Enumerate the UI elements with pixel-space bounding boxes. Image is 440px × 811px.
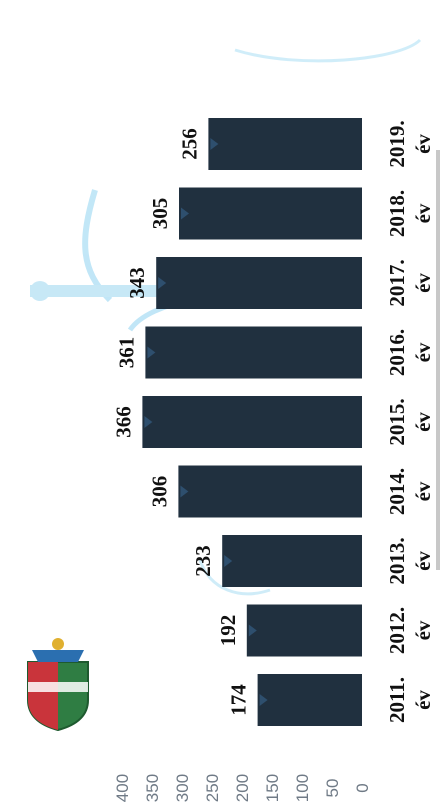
- y-tick-label: 100: [293, 774, 312, 802]
- bar-highlight: [210, 138, 219, 150]
- category-label-year: 2013.: [385, 537, 409, 584]
- data-label: 343: [125, 267, 149, 299]
- category-label-year: 2017.: [385, 259, 409, 306]
- data-label: 192: [216, 615, 240, 647]
- data-label: 361: [114, 337, 138, 369]
- category-label-year: 2011.: [385, 677, 409, 723]
- bar: [208, 118, 362, 170]
- category-label-year: 2016.: [385, 329, 409, 376]
- data-label: 174: [227, 684, 251, 716]
- bar-highlight: [259, 694, 268, 706]
- data-label: 366: [111, 406, 135, 438]
- bar-highlight: [248, 624, 257, 637]
- bar: [179, 187, 362, 240]
- category-label-unit: év: [411, 481, 435, 501]
- bar: [145, 326, 362, 379]
- bar: [142, 396, 362, 448]
- category-label-unit: év: [411, 203, 435, 223]
- y-tick-label: 250: [203, 774, 222, 802]
- bar-highlight: [224, 555, 233, 567]
- data-label: 256: [177, 128, 201, 160]
- category-label-unit: év: [411, 342, 435, 362]
- category-label-year: 2018.: [385, 190, 409, 237]
- bars-group: [142, 118, 362, 726]
- category-label-year: 2012.: [385, 607, 409, 654]
- bar-highlight: [181, 207, 189, 220]
- bar: [222, 535, 362, 587]
- data-labels-group: 174 192 233 306 366 361 343 305 256: [111, 128, 250, 716]
- y-tick-label: 300: [173, 774, 192, 802]
- category-label-unit: év: [411, 551, 435, 571]
- y-tick-label: 0: [353, 783, 372, 792]
- title-banner: [436, 150, 440, 570]
- category-label-unit: év: [411, 690, 435, 710]
- category-label-year: 2019.: [385, 120, 409, 167]
- category-label-unit: év: [411, 412, 435, 432]
- data-label: 233: [191, 545, 215, 577]
- y-tick-label: 400: [113, 774, 132, 802]
- category-label-unit: év: [411, 134, 435, 154]
- category-label-year: 2014.: [385, 468, 409, 515]
- bar: [178, 465, 362, 518]
- y-tick-label: 350: [143, 774, 162, 802]
- y-tick-label: 200: [233, 774, 252, 802]
- town-crest-emblem: [27, 638, 89, 732]
- data-label: 306: [147, 476, 171, 508]
- value-axis: 0 50 100 150 200 250 300 350 400: [113, 774, 372, 802]
- y-tick-label: 150: [263, 774, 282, 802]
- data-label: 305: [148, 198, 172, 230]
- bar-highlight: [147, 346, 156, 359]
- y-tick-label: 50: [323, 779, 342, 798]
- category-label-unit: év: [411, 273, 435, 293]
- category-label-year: 2015.: [385, 398, 409, 445]
- bar-highlight: [180, 485, 189, 498]
- bar: [257, 674, 362, 726]
- bar-highlight: [144, 416, 153, 428]
- category-label-unit: év: [411, 620, 435, 640]
- bar: [156, 257, 362, 309]
- bar-highlight: [158, 277, 167, 289]
- bar: [246, 604, 362, 657]
